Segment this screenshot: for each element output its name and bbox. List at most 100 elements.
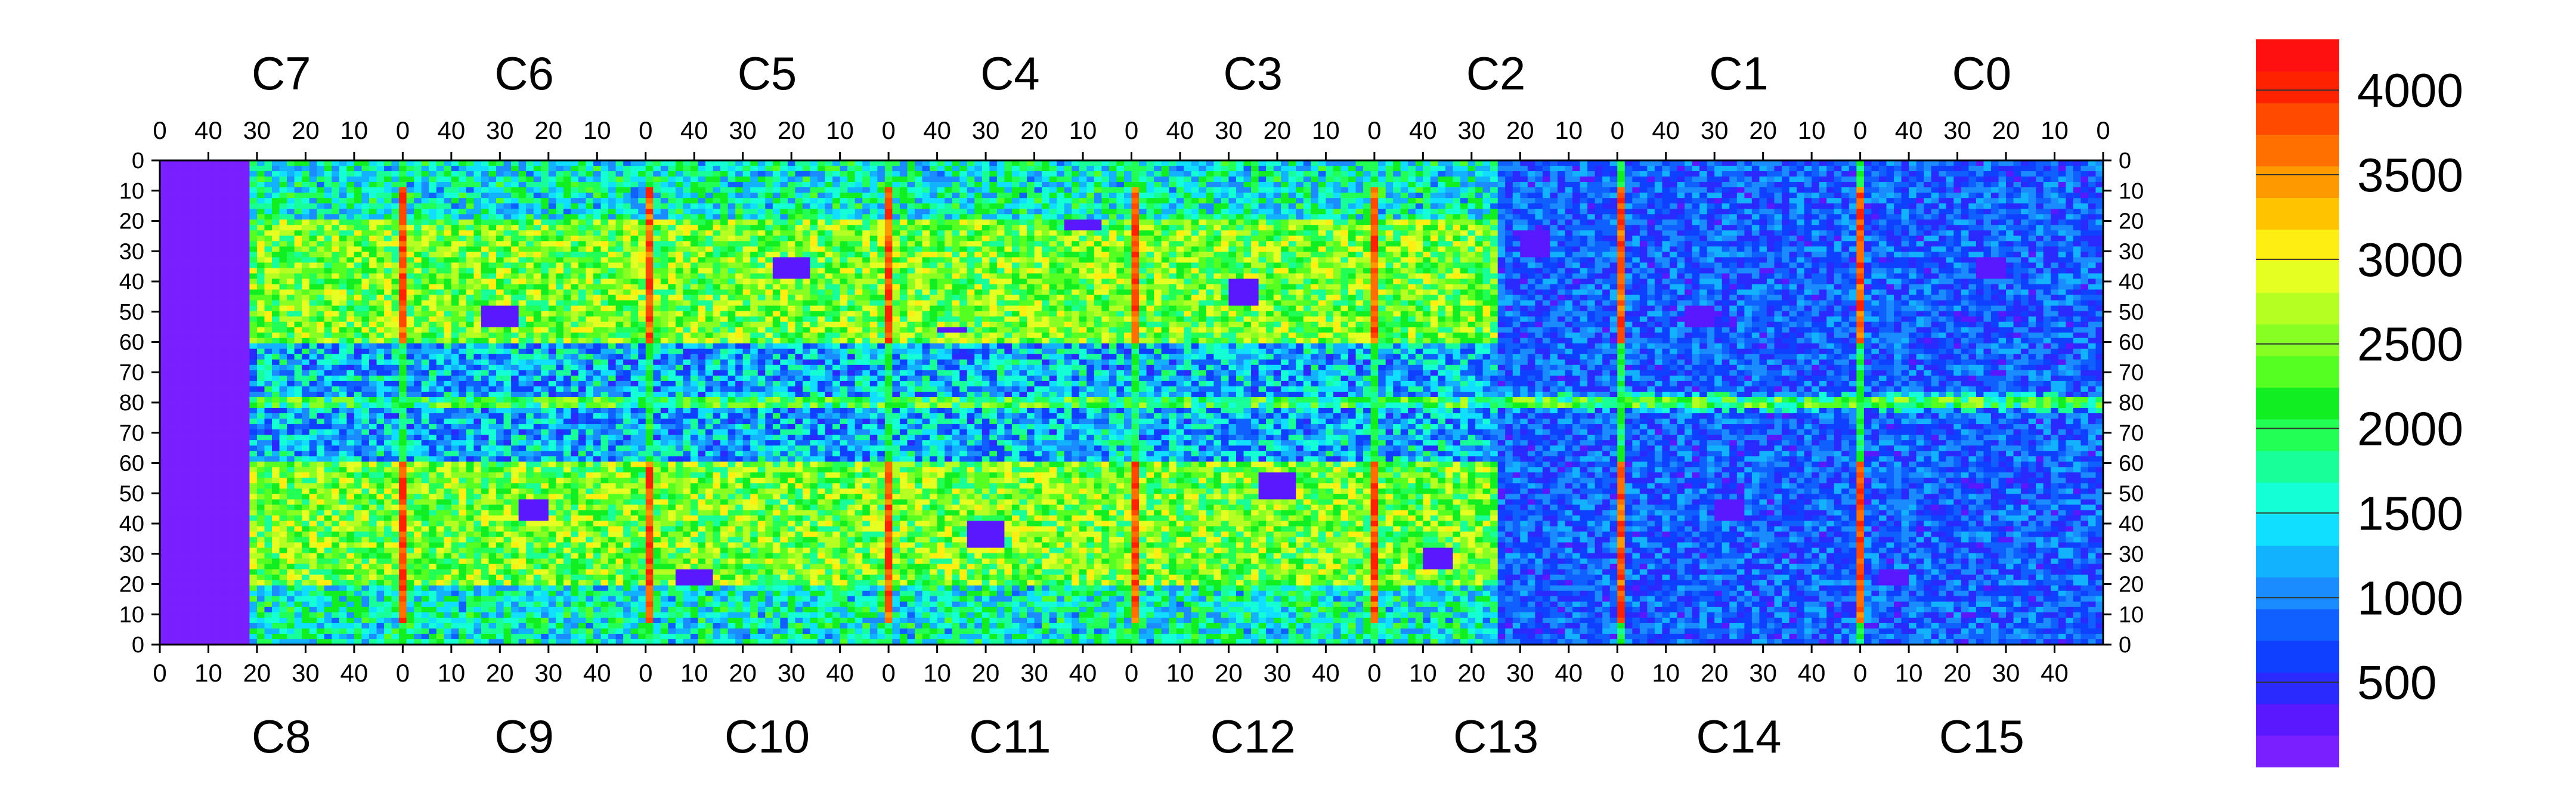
heat-cell [884, 209, 893, 215]
heat-cell [481, 252, 490, 258]
heat-cell [818, 198, 826, 204]
heat-cell [1774, 177, 1782, 182]
heat-cell [892, 252, 900, 258]
heat-cell [1527, 236, 1535, 242]
heat-cell [615, 193, 624, 199]
heat-cell [1340, 166, 1349, 172]
heat-cell [1751, 177, 1760, 182]
heat-cell [1924, 241, 1932, 247]
heat-cell [952, 171, 960, 177]
heat-cell [481, 182, 490, 188]
heat-cell [1751, 160, 1760, 166]
heat-cell [533, 193, 541, 199]
heat-cell [765, 230, 773, 236]
heat-cell [1355, 209, 1364, 215]
heat-cell [884, 182, 893, 188]
heat-cell [160, 182, 168, 188]
heat-cell [1572, 252, 1581, 258]
heat-cell [1662, 219, 1670, 225]
heat-cell [526, 209, 534, 215]
heat-cell [1990, 209, 1999, 215]
heat-cell [1863, 252, 1872, 258]
heat-cell [937, 257, 945, 264]
heat-cell [1326, 209, 1334, 215]
heat-cell [1751, 230, 1760, 236]
heat-cell [1647, 252, 1655, 258]
heat-cell [877, 166, 886, 172]
heat-cell [1662, 166, 1670, 172]
heat-cell [877, 252, 886, 258]
heat-cell [421, 171, 429, 177]
heat-cell [1939, 219, 1947, 225]
heat-cell [1296, 187, 1304, 193]
heat-cell [1736, 252, 1745, 258]
heat-cell [1438, 198, 1446, 204]
heat-cell [907, 214, 915, 220]
heat-cell [1886, 187, 1894, 193]
heat-cell [2021, 257, 2029, 264]
heat-cell [1086, 166, 1095, 172]
heat-cell [518, 252, 527, 258]
heat-cell [1751, 182, 1760, 188]
heat-cell [1976, 193, 1984, 199]
heat-cell [1116, 225, 1125, 231]
heat-cell [1550, 182, 1558, 188]
heat-cell [1580, 182, 1588, 188]
heat-cell [615, 246, 624, 252]
heat-cell [1849, 193, 1857, 199]
heat-cell [996, 160, 1005, 166]
heat-cell [1086, 177, 1095, 182]
heat-cell [780, 246, 788, 252]
heat-cell [332, 193, 340, 199]
heat-cell [1602, 209, 1611, 215]
heat-cell [1303, 209, 1311, 215]
heat-cell [705, 257, 714, 264]
heat-cell [630, 219, 639, 225]
heat-cell [802, 166, 811, 172]
heat-cell [332, 214, 340, 220]
heat-cell [735, 198, 744, 204]
heat-cell [548, 246, 556, 252]
heat-cell [332, 166, 340, 172]
heat-cell [1086, 252, 1095, 258]
heat-cell [1849, 257, 1857, 264]
heat-cell [869, 198, 878, 204]
heat-cell [376, 230, 385, 236]
heat-cell [922, 246, 930, 252]
heat-cell [832, 166, 841, 172]
heat-cell [915, 182, 923, 188]
heat-cell [219, 262, 228, 269]
heat-cell [571, 193, 579, 199]
heat-cell [1199, 225, 1207, 231]
heat-cell [996, 166, 1005, 172]
heat-cell [832, 193, 841, 199]
heat-cell [1109, 230, 1117, 236]
heat-cell [1109, 214, 1117, 220]
heat-cell [391, 236, 400, 242]
heat-cell [1467, 225, 1476, 231]
heat-cell [429, 193, 437, 199]
heat-cell [1497, 187, 1506, 193]
heat-cell [713, 166, 721, 172]
heat-cell [1206, 182, 1214, 188]
heat-cell [197, 219, 205, 225]
heat-cell [1057, 166, 1065, 172]
heat-cell [922, 193, 930, 199]
heat-cell [2028, 236, 2036, 242]
heat-cell [1812, 257, 1820, 264]
heat-cell [1587, 236, 1596, 242]
heat-cell [630, 209, 639, 215]
heat-cell [1064, 219, 1072, 225]
heat-cell [219, 225, 228, 231]
heat-cell [818, 219, 826, 225]
heat-cell [2051, 182, 2059, 188]
heat-cell [294, 177, 302, 182]
heat-cell [1011, 246, 1020, 252]
heat-cell [877, 193, 886, 199]
heat-cell [750, 198, 758, 204]
heat-cell [332, 252, 340, 258]
heat-cell [727, 160, 736, 166]
heat-cell [302, 187, 310, 193]
heat-cell [2095, 209, 2104, 215]
heat-cell [1550, 198, 1558, 204]
